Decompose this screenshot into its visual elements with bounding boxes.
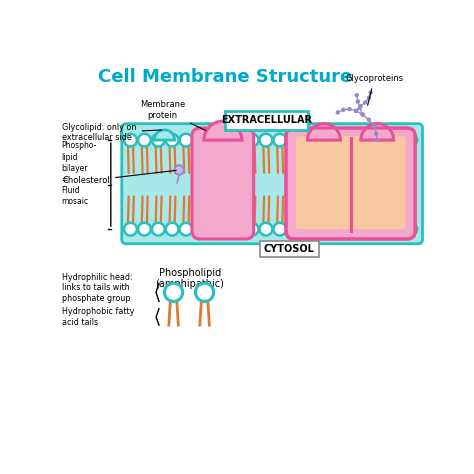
- Circle shape: [152, 223, 164, 236]
- Text: Hydrophilic head:
links to tails with
phosphate group: Hydrophilic head: links to tails with ph…: [62, 273, 133, 303]
- Circle shape: [246, 134, 258, 146]
- Circle shape: [404, 223, 417, 236]
- FancyBboxPatch shape: [122, 124, 422, 244]
- Circle shape: [260, 134, 272, 146]
- FancyBboxPatch shape: [286, 128, 415, 239]
- Wedge shape: [154, 130, 175, 140]
- Circle shape: [273, 223, 286, 236]
- Circle shape: [138, 223, 151, 236]
- Circle shape: [164, 283, 182, 301]
- Circle shape: [246, 223, 258, 236]
- Circle shape: [360, 112, 365, 117]
- Circle shape: [166, 223, 179, 236]
- Circle shape: [152, 134, 164, 146]
- Text: Cell Membrane Structure: Cell Membrane Structure: [98, 68, 352, 86]
- Wedge shape: [361, 124, 394, 140]
- Text: Membrane
protein: Membrane protein: [140, 100, 206, 130]
- FancyBboxPatch shape: [192, 128, 254, 239]
- FancyBboxPatch shape: [225, 111, 308, 129]
- Circle shape: [358, 104, 363, 109]
- Circle shape: [372, 124, 376, 128]
- Circle shape: [195, 283, 214, 301]
- Circle shape: [354, 109, 358, 113]
- Circle shape: [375, 138, 379, 142]
- Circle shape: [166, 134, 179, 146]
- Text: Phospholipid
(amphipathic): Phospholipid (amphipathic): [155, 268, 225, 290]
- Circle shape: [374, 131, 378, 136]
- Circle shape: [357, 106, 362, 110]
- Text: Glycolipid: only on
extracellular side: Glycolipid: only on extracellular side: [62, 123, 162, 143]
- Circle shape: [260, 223, 272, 236]
- Circle shape: [174, 165, 184, 175]
- Text: Cholesterol: Cholesterol: [62, 170, 176, 185]
- Circle shape: [356, 99, 360, 104]
- Circle shape: [354, 109, 358, 113]
- Circle shape: [336, 110, 340, 115]
- Circle shape: [138, 134, 151, 146]
- Circle shape: [273, 134, 286, 146]
- Circle shape: [360, 112, 365, 117]
- FancyBboxPatch shape: [260, 241, 319, 257]
- Circle shape: [341, 108, 346, 112]
- Circle shape: [355, 93, 359, 97]
- Circle shape: [363, 100, 367, 105]
- Circle shape: [124, 134, 137, 146]
- Circle shape: [367, 118, 371, 122]
- Circle shape: [347, 107, 352, 111]
- Circle shape: [180, 134, 192, 146]
- FancyBboxPatch shape: [296, 136, 405, 229]
- Text: Glycoproteins: Glycoproteins: [345, 74, 403, 105]
- Circle shape: [124, 223, 137, 236]
- Text: Phospho-
lipid
bilayer
=
Fluid
mosaic: Phospho- lipid bilayer = Fluid mosaic: [61, 141, 97, 206]
- Text: CYTOSOL: CYTOSOL: [264, 244, 315, 254]
- Text: EXTRACELLULAR: EXTRACELLULAR: [221, 115, 312, 125]
- Circle shape: [180, 223, 192, 236]
- Text: Hydrophobic fatty
acid tails: Hydrophobic fatty acid tails: [62, 308, 135, 327]
- Circle shape: [368, 91, 373, 95]
- Circle shape: [367, 96, 371, 100]
- Wedge shape: [308, 124, 340, 140]
- Circle shape: [372, 124, 376, 128]
- Wedge shape: [204, 121, 242, 140]
- Circle shape: [404, 134, 417, 146]
